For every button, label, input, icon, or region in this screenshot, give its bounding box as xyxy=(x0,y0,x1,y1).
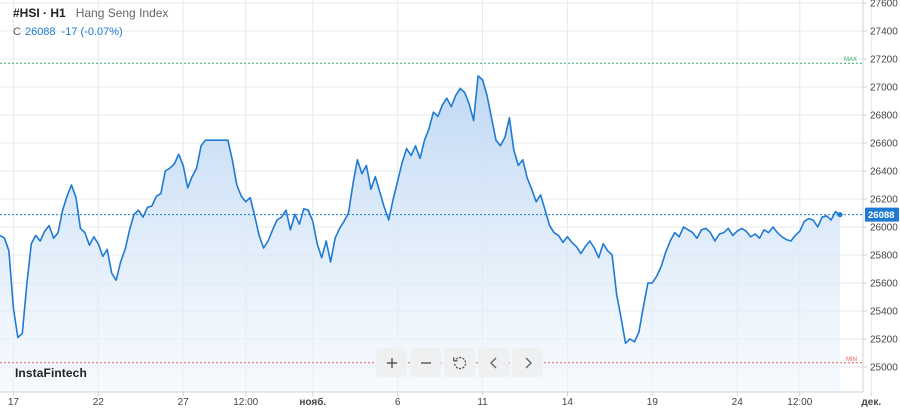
price-line xyxy=(0,75,841,344)
y-tick-label: 26400 xyxy=(870,167,898,178)
x-axis: 17 22 27 12:00 нояб. 6 11 14 19 24 12:00 дек. xyxy=(8,392,881,408)
y-axis: 25000 25200 25400 25600 25800 26000 26200 26400… xyxy=(863,0,898,374)
x-tick-label: 11 xyxy=(477,397,488,408)
y-tick-label: 25600 xyxy=(870,279,898,290)
x-tick-label: 6 xyxy=(395,397,401,408)
symbol-label: #HSI · H1 xyxy=(13,6,66,20)
y-tick-label: 27400 xyxy=(870,27,898,38)
x-tick-label: 12:00 xyxy=(233,397,258,408)
minus-icon xyxy=(420,361,431,364)
x-tick-label: 22 xyxy=(93,397,105,408)
current-price-label: 26088 xyxy=(868,210,894,221)
x-tick-label: нояб. xyxy=(299,396,326,408)
y-tick-label: 26200 xyxy=(870,195,898,206)
y-tick-label: 25200 xyxy=(870,335,898,346)
plus-icon xyxy=(386,357,397,368)
y-tick-label: 26000 xyxy=(870,223,898,234)
chart-header: #HSI · H1 Hang Seng Index xyxy=(13,6,168,20)
reset-icon xyxy=(452,356,466,369)
x-tick-label: 14 xyxy=(562,397,574,408)
min-label: MIN xyxy=(846,357,857,363)
zoom-in-button[interactable] xyxy=(376,348,407,377)
current-price-box xyxy=(865,207,899,222)
max-label: MAX xyxy=(844,57,857,63)
chevron-right-icon xyxy=(525,357,532,368)
x-tick-label: 19 xyxy=(647,397,659,408)
brand-logo: InstaFintech xyxy=(15,366,87,380)
close-label: C xyxy=(13,26,21,38)
quote-line: C 26088 -17 (-0.07%) xyxy=(13,26,123,38)
last-point-marker xyxy=(837,212,843,218)
reset-button[interactable] xyxy=(444,348,475,377)
y-tick-label: 26600 xyxy=(870,139,898,150)
price-area xyxy=(0,75,840,393)
close-price: 26088 xyxy=(24,26,56,38)
y-tick-label: 25000 xyxy=(870,363,898,374)
chevron-left-icon xyxy=(489,357,496,368)
y-tick-label: 26800 xyxy=(870,111,898,122)
y-tick-label: 25400 xyxy=(870,307,898,318)
x-tick-label: 17 xyxy=(8,397,20,408)
y-tick-label: 25800 xyxy=(870,251,898,262)
y-tick-label: 27200 xyxy=(870,55,898,66)
instrument-name: Hang Seng Index xyxy=(75,6,169,20)
y-tick-label: 27600 xyxy=(870,0,898,10)
scroll-left-button[interactable] xyxy=(478,348,509,377)
scroll-right-button[interactable] xyxy=(512,348,543,377)
chart-toolbar xyxy=(376,348,543,377)
x-tick-label: дек. xyxy=(861,397,881,408)
x-tick-label: 27 xyxy=(178,397,190,408)
x-tick-label: 12:00 xyxy=(787,397,812,408)
price-change: -17 (-0.07%) xyxy=(61,26,123,38)
y-tick-label: 27000 xyxy=(870,83,898,94)
zoom-out-button[interactable] xyxy=(410,348,441,377)
x-tick-label: 24 xyxy=(732,397,744,408)
